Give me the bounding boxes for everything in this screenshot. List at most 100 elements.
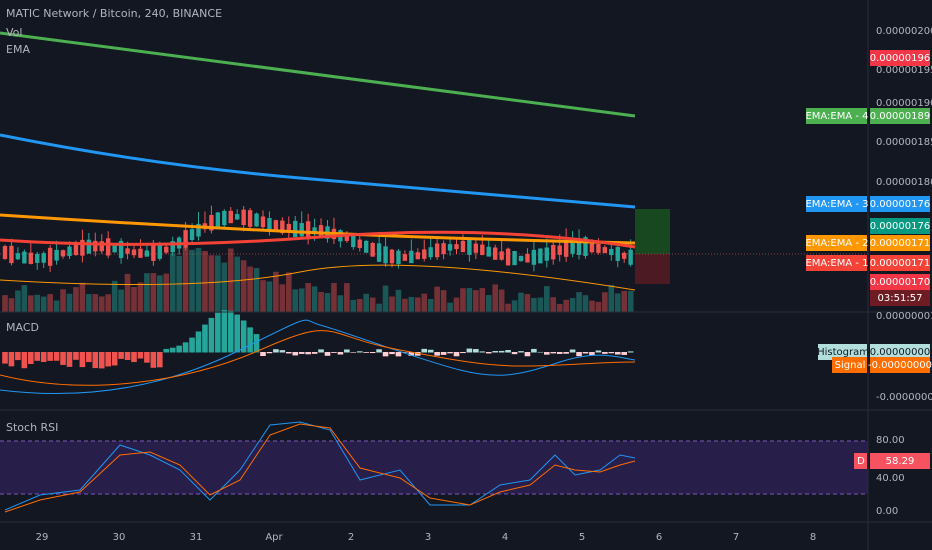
volume-bar — [382, 285, 389, 312]
macd-histogram — [369, 352, 376, 354]
volume-bar — [292, 289, 299, 312]
candle-body — [22, 251, 27, 264]
volume-bar — [376, 303, 382, 312]
macd-histogram — [614, 352, 621, 355]
macd-histogram — [621, 352, 627, 355]
candle-body — [544, 247, 549, 261]
badge-value: 0.00000000 — [870, 347, 930, 358]
candle-body — [351, 234, 356, 248]
macd-histogram — [569, 349, 576, 353]
volume-bar — [92, 294, 99, 312]
badge-value: 0.00000176 — [870, 221, 930, 232]
badge-name-text: EMA:EMA - 4 — [805, 111, 868, 122]
macd-histogram — [189, 337, 195, 353]
volume-bar — [492, 284, 498, 312]
macd-histogram — [337, 352, 344, 355]
candle-body — [344, 235, 350, 241]
candle-body — [286, 223, 291, 233]
candle-body — [383, 246, 388, 264]
volume-bar — [163, 273, 170, 312]
candle-body — [267, 217, 272, 230]
volume-bar — [298, 288, 305, 312]
macd-histogram — [427, 349, 434, 353]
macd-histogram — [118, 352, 124, 359]
candle-body — [557, 245, 562, 255]
badge-value: 0.00000189 — [870, 111, 930, 122]
badge-value: 0.00000170 — [870, 277, 930, 288]
macd-histogram — [602, 352, 608, 354]
axis-label: 29 — [36, 532, 49, 543]
volume-bar — [150, 273, 157, 312]
candle-body — [144, 250, 150, 257]
volume-bar — [208, 255, 215, 312]
volume-bar — [189, 249, 195, 312]
badge-name-text: EMA:EMA - 2 — [805, 238, 868, 249]
volume-bar — [182, 247, 189, 312]
volume-bar — [621, 290, 627, 312]
badge-name — [818, 344, 867, 360]
volume-bar — [602, 292, 608, 312]
candle-body — [609, 248, 614, 256]
macd-histogram — [627, 351, 634, 353]
volume-bar — [215, 255, 221, 312]
macd-histogram — [415, 352, 421, 356]
macd-histogram — [169, 347, 176, 353]
candle-body — [106, 238, 111, 256]
candle-body — [480, 244, 485, 255]
candle-body — [422, 249, 427, 259]
axis-label: 80.00 — [876, 435, 905, 446]
volume-bar — [66, 293, 73, 312]
badge-value: 03:51:57 — [878, 293, 923, 304]
candle-body — [370, 243, 375, 257]
macd-histogram — [595, 350, 602, 353]
macd-histogram — [202, 324, 208, 353]
macd-histogram — [447, 352, 453, 354]
volume-bar — [40, 296, 47, 312]
axis-label: 0.00000185 — [876, 137, 932, 148]
axis-label: 6 — [656, 532, 662, 543]
macd-histogram — [389, 352, 395, 355]
macd-histogram — [492, 351, 498, 353]
volume-bar — [227, 248, 234, 312]
macd-histogram — [363, 352, 369, 353]
volume-bar — [595, 301, 602, 312]
badge-value: 0.00000196 — [870, 53, 930, 64]
macd-histogram — [137, 352, 144, 359]
volume-bar — [279, 284, 286, 312]
axis-label: -0.00000001 — [876, 392, 932, 403]
macd-histogram — [208, 317, 215, 353]
volume-bar — [614, 293, 621, 312]
badge-value: 0.00000171 — [870, 258, 930, 269]
price-badge — [870, 50, 930, 66]
macd-histogram — [47, 352, 53, 361]
macd-histogram — [227, 310, 234, 353]
candle-body — [170, 241, 175, 253]
macd-histogram — [195, 331, 202, 353]
volume-bar — [453, 297, 460, 312]
volume-bar — [318, 291, 324, 312]
badge-name — [806, 196, 867, 212]
macd-histogram — [60, 352, 66, 365]
volume-bar — [111, 280, 118, 312]
candle-body — [164, 246, 169, 253]
candle-body — [293, 220, 298, 238]
macd-histogram — [163, 348, 170, 353]
volume-bar — [556, 303, 563, 312]
volume-bar — [498, 289, 505, 312]
volume-bar — [408, 296, 415, 312]
macd-histogram — [144, 352, 150, 363]
macd-histogram — [305, 352, 311, 355]
candle-body — [428, 247, 433, 258]
ema-line — [0, 230, 636, 249]
badge-value: 0.00000176 — [870, 199, 930, 210]
volume-bar — [286, 272, 292, 312]
candle-body — [73, 243, 79, 255]
macd-histogram — [479, 351, 486, 353]
candle-body — [118, 240, 124, 259]
macd-histogram — [421, 348, 428, 353]
volume-bar — [627, 290, 634, 312]
candle-body — [357, 239, 362, 248]
macd-histogram — [98, 352, 105, 369]
volume-bar — [524, 294, 531, 312]
macd-histogram — [21, 352, 28, 369]
